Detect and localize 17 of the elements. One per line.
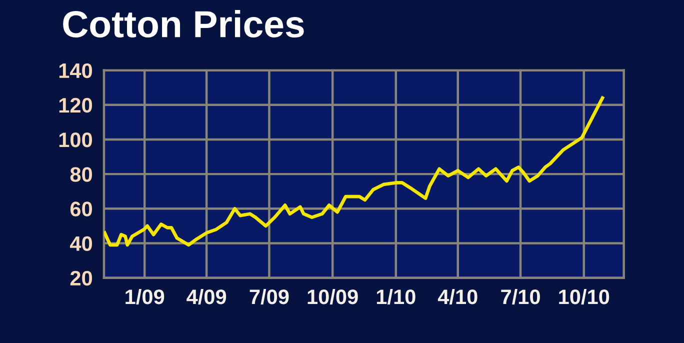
x-tick-label: 1/10 (376, 288, 416, 304)
x-tick-label: 4/09 (186, 288, 226, 304)
x-tick-label: 10/09 (308, 288, 358, 304)
y-tick-label: 100 (59, 132, 92, 148)
y-tick-label: 20 (70, 270, 92, 286)
y-tick-label: 40 (70, 236, 92, 251)
x-tick-label: 7/09 (250, 288, 289, 304)
y-tick-label: 140 (59, 63, 92, 78)
x-tick-label: 7/10 (501, 288, 540, 304)
chart-title: Cotton Prices (63, 10, 304, 38)
y-tick-label: 120 (59, 98, 92, 113)
y-tick-label: 60 (70, 202, 92, 216)
x-tick-label: 1/09 (126, 288, 164, 304)
y-tick-label: 80 (70, 167, 92, 182)
line-series (104, 96, 604, 247)
x-tick-label: 10/10 (559, 288, 610, 304)
x-tick-label: 4/10 (438, 288, 478, 304)
